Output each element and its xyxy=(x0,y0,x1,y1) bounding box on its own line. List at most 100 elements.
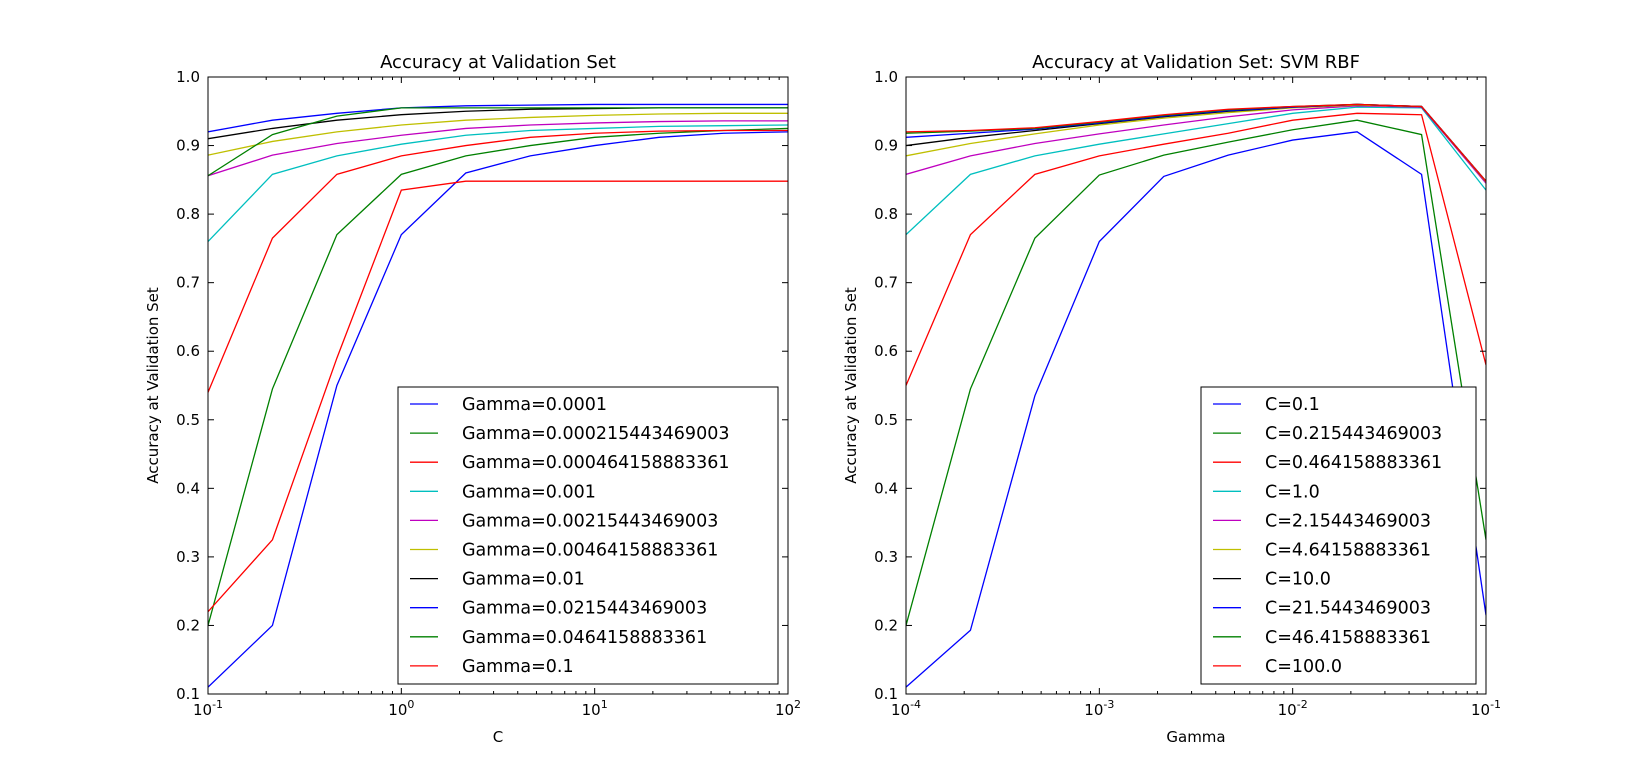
legend-label: C=4.64158883361 xyxy=(1265,541,1431,561)
series-line-5 xyxy=(906,105,1486,184)
legend-item: C=10.0 xyxy=(1213,570,1331,590)
legend-label: Gamma=0.00464158883361 xyxy=(462,541,718,561)
legend-item: C=46.4158883361 xyxy=(1213,628,1431,648)
y-tick-label: 0.9 xyxy=(874,137,898,155)
legend-item: C=1.0 xyxy=(1213,482,1320,502)
plot-frame xyxy=(207,76,789,695)
series-line-1 xyxy=(208,131,788,688)
legend-label: C=100.0 xyxy=(1265,657,1342,677)
y-tick-label: 0.6 xyxy=(874,342,898,360)
x-tick-label: 102 xyxy=(775,698,801,719)
legend-label: C=0.215443469003 xyxy=(1265,424,1442,444)
legend-label: Gamma=0.000464158883361 xyxy=(462,453,729,473)
series-line-6 xyxy=(208,112,788,156)
legend-item: Gamma=0.001 xyxy=(410,482,596,502)
y-tick-label: 1.0 xyxy=(874,68,898,86)
y-tick-label: 0.3 xyxy=(874,548,898,566)
y-tick-label: 0.5 xyxy=(176,411,200,429)
legend-item: Gamma=0.00215443469003 xyxy=(410,511,718,531)
series-line-10 xyxy=(906,103,1486,182)
legend-item: Gamma=0.000215443469003 xyxy=(410,424,729,444)
x-tick-label: 10-1 xyxy=(193,698,223,719)
x-tick-label: 10-2 xyxy=(1278,698,1308,719)
legend-label: C=0.1 xyxy=(1265,395,1320,415)
series-line-4 xyxy=(208,124,788,242)
legend: Gamma=0.0001 Gamma=0.000215443469003 Gamma… xyxy=(397,386,779,685)
legend-item: Gamma=0.00464158883361 xyxy=(410,541,718,561)
chart-title: Accuracy at Validation Set: SVM RBF xyxy=(1032,52,1360,73)
legend-label: C=46.4158883361 xyxy=(1265,628,1431,648)
y-tick-label: 0.6 xyxy=(176,342,200,360)
legend-item: Gamma=0.01 xyxy=(410,570,585,590)
y-tick-label: 0.3 xyxy=(176,548,200,566)
chart-title: Accuracy at Validation Set xyxy=(380,52,616,73)
y-tick-label: 0.7 xyxy=(874,274,898,292)
legend-item: Gamma=0.0215443469003 xyxy=(410,599,707,619)
y-tick-label: 0.1 xyxy=(874,685,898,703)
y-tick-label: 0.9 xyxy=(176,137,200,155)
legend-item: Gamma=0.0001 xyxy=(410,395,607,415)
x-tick-label: 10-1 xyxy=(1471,698,1501,719)
series-line-9 xyxy=(208,107,788,177)
y-tick-label: 0.1 xyxy=(176,685,200,703)
y-axis-label: Accuracy at Validation Set xyxy=(842,287,860,484)
legend-label: Gamma=0.01 xyxy=(462,570,585,590)
legend-item: C=0.464158883361 xyxy=(1213,453,1442,473)
x-axis-label: Gamma xyxy=(1166,728,1225,746)
legend-item: C=0.215443469003 xyxy=(1213,424,1442,444)
legend-label: Gamma=0.000215443469003 xyxy=(462,424,729,444)
x-tick-label: 101 xyxy=(582,698,608,719)
x-tick-label: 10-3 xyxy=(1084,698,1114,719)
legend-label: C=1.0 xyxy=(1265,482,1320,502)
series-line-3 xyxy=(208,180,788,613)
x-axis-label: C xyxy=(493,728,503,746)
legend-box xyxy=(1200,386,1477,685)
legend-label: Gamma=0.0215443469003 xyxy=(462,599,707,619)
legend-label: Gamma=0.0001 xyxy=(462,395,607,415)
series-line-3 xyxy=(906,112,1486,386)
legend-label: Gamma=0.001 xyxy=(462,482,596,502)
legend-label: C=0.464158883361 xyxy=(1265,453,1442,473)
legend-item: C=21.5443469003 xyxy=(1213,599,1431,619)
y-tick-label: 0.2 xyxy=(176,616,200,634)
y-tick-label: 0.4 xyxy=(176,479,200,497)
series-group xyxy=(906,103,1486,688)
legend-item: Gamma=0.000464158883361 xyxy=(410,453,729,473)
y-tick-label: 0.7 xyxy=(176,274,200,292)
series-line-2 xyxy=(208,127,788,626)
legend-label: Gamma=0.1 xyxy=(462,657,574,677)
legend-box xyxy=(397,386,779,685)
legend-label: C=21.5443469003 xyxy=(1265,599,1431,619)
legend-item: Gamma=0.1 xyxy=(410,657,574,677)
series-line-1 xyxy=(906,131,1486,688)
legend-item: C=2.15443469003 xyxy=(1213,511,1431,531)
x-tick-label: 100 xyxy=(388,698,414,719)
chart-1: 0.1 0.2 0.3 0.4 0.5 0.6 0.7 0.8 0.9 1.0 10-1 100 101… xyxy=(144,52,801,746)
legend-label: Gamma=0.00215443469003 xyxy=(462,511,718,531)
y-tick-label: 0.5 xyxy=(874,411,898,429)
legend: C=0.1 C=0.215443469003 C=0.464158883361 C=1… xyxy=(1200,386,1477,685)
legend-label: Gamma=0.0464158883361 xyxy=(462,628,707,648)
legend-item: Gamma=0.0464158883361 xyxy=(410,628,707,648)
series-line-5 xyxy=(208,120,788,177)
legend-label: C=2.15443469003 xyxy=(1265,511,1431,531)
plot-frame xyxy=(905,76,1487,695)
legend-item: C=4.64158883361 xyxy=(1213,541,1431,561)
y-tick-label: 0.8 xyxy=(874,205,898,223)
y-tick-label: 0.8 xyxy=(176,205,200,223)
series-line-8 xyxy=(208,103,788,133)
y-tick-label: 1.0 xyxy=(176,68,200,86)
y-tick-label: 0.2 xyxy=(874,616,898,634)
y-axis-label: Accuracy at Validation Set xyxy=(144,287,162,484)
x-tick-label: 10-4 xyxy=(891,698,921,719)
y-tick-label: 0.4 xyxy=(874,479,898,497)
chart-2: 0.1 0.2 0.3 0.4 0.5 0.6 0.7 0.8 0.9 1.0 10-4 10-3 10… xyxy=(842,52,1501,746)
series-group xyxy=(208,103,788,688)
series-line-4 xyxy=(906,106,1486,236)
legend-item: C=100.0 xyxy=(1213,657,1342,677)
legend-item: C=0.1 xyxy=(1213,395,1320,415)
series-line-10 xyxy=(208,129,788,393)
legend-label: C=10.0 xyxy=(1265,570,1331,590)
